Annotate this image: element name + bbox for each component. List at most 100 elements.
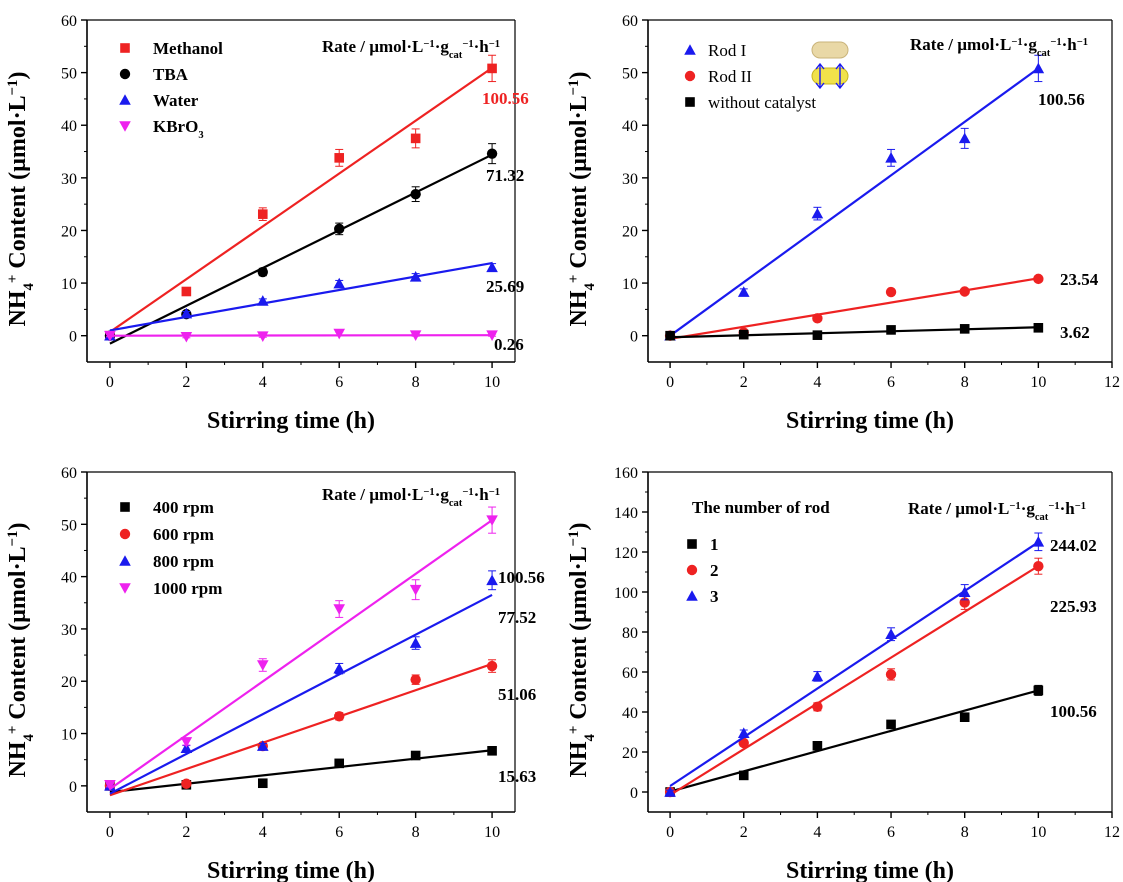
data-point xyxy=(486,330,498,341)
legend-marker xyxy=(119,528,131,540)
data-point xyxy=(333,277,346,289)
y-tick-label: 20 xyxy=(61,223,77,240)
data-point xyxy=(256,740,269,751)
fit-line xyxy=(669,541,1039,787)
x-tick-label: 4 xyxy=(813,374,821,391)
legend-marker xyxy=(685,97,695,107)
data-point xyxy=(180,307,193,319)
data-point xyxy=(334,758,345,769)
data-point xyxy=(885,628,897,639)
data-point xyxy=(333,328,346,340)
data-point xyxy=(487,746,497,756)
data-point xyxy=(334,153,345,163)
data-point xyxy=(334,711,345,722)
data-point xyxy=(1033,561,1044,572)
legend-label: 1000 rpm xyxy=(153,579,222,598)
data-point xyxy=(104,330,116,342)
y-tick-label: 60 xyxy=(61,465,77,482)
y-tick-label: 160 xyxy=(614,465,638,482)
data-point xyxy=(333,604,346,615)
fit-line xyxy=(669,67,1039,337)
legend-label: 1 xyxy=(710,535,719,554)
data-point xyxy=(885,152,897,163)
x-tick-label: 10 xyxy=(484,824,500,841)
legend-title: The number of rod xyxy=(692,498,830,517)
series-2: 225.93 xyxy=(664,557,1097,798)
x-tick-label: 10 xyxy=(484,374,500,391)
x-tick-label: 0 xyxy=(666,824,674,841)
x-tick-label: 2 xyxy=(182,374,190,391)
fit-line xyxy=(109,334,493,337)
x-tick-label: 6 xyxy=(335,824,343,841)
data-point xyxy=(665,330,675,341)
x-tick-label: 4 xyxy=(259,824,267,841)
y-tick-label: 0 xyxy=(630,329,638,346)
rate-label: Rate / µmol·L−1·gcat−1·h−1 xyxy=(908,499,1086,523)
data-point xyxy=(811,670,824,682)
x-axis-label: Stirring time (h) xyxy=(786,858,954,882)
series-water: 25.69 xyxy=(104,261,524,341)
rod-ii-icon xyxy=(811,67,849,85)
rod-i-icon xyxy=(811,41,849,59)
legend: The number of rod 1 2 3 xyxy=(686,498,830,606)
legend-label: TBA xyxy=(153,65,189,84)
series-tba: 71.32 xyxy=(104,143,524,345)
x-tick-label: 8 xyxy=(412,374,420,391)
data-point xyxy=(737,286,750,297)
x-tick-label: 0 xyxy=(106,824,114,841)
arrow-icon xyxy=(835,62,845,90)
data-point xyxy=(409,330,422,341)
y-tick-label: 0 xyxy=(69,329,77,346)
fit-line xyxy=(109,662,493,797)
rate-value-label: 3.62 xyxy=(1060,323,1090,342)
series-400-rpm: 15.63 xyxy=(105,746,536,794)
y-tick-label: 30 xyxy=(61,622,77,639)
series-800-rpm: 77.52 xyxy=(104,570,536,795)
y-tick-label: 40 xyxy=(61,118,77,135)
data-point xyxy=(812,741,823,751)
y-tick-label: 40 xyxy=(61,570,77,587)
data-point xyxy=(409,270,422,282)
legend-marker xyxy=(686,564,698,576)
data-point xyxy=(333,662,346,674)
y-tick-label: 30 xyxy=(622,171,638,188)
x-tick-label: 8 xyxy=(412,824,420,841)
fit-line xyxy=(670,326,1039,339)
data-point xyxy=(181,286,192,297)
x-tick-label: 12 xyxy=(1104,824,1120,841)
series-1000-rpm: 100.56 xyxy=(104,506,545,791)
data-point xyxy=(104,780,116,791)
rate-value-label: 244.02 xyxy=(1050,536,1097,555)
data-point xyxy=(486,660,498,672)
x-tick-label: 12 xyxy=(1104,374,1120,391)
legend-label: 2 xyxy=(710,561,719,580)
x-tick-label: 6 xyxy=(887,824,895,841)
y-tick-label: 10 xyxy=(622,276,638,293)
y-tick-label: 40 xyxy=(622,705,638,722)
legend-label: KBrO3 xyxy=(153,117,204,141)
y-tick-label: 10 xyxy=(61,727,77,744)
x-tick-label: 2 xyxy=(740,374,748,391)
legend-marker xyxy=(684,44,696,55)
x-tick-label: 6 xyxy=(335,374,343,391)
x-tick-label: 6 xyxy=(887,374,895,391)
legend: 400 rpm 600 rpm 800 rpm 1000 rpm xyxy=(119,498,222,598)
rate-value-label: 25.69 xyxy=(486,277,524,296)
rate-value-label: 15.63 xyxy=(498,767,536,786)
y-tick-label: 80 xyxy=(622,625,638,642)
legend-label: Rod I xyxy=(708,41,747,60)
legend-label: Rod II xyxy=(708,67,752,86)
y-tick-label: 20 xyxy=(622,223,638,240)
data-point xyxy=(1033,323,1044,333)
data-point xyxy=(410,133,421,144)
data-point xyxy=(486,261,498,273)
fit-line xyxy=(669,689,1039,793)
legend-label: 800 rpm xyxy=(153,552,214,571)
data-point xyxy=(486,574,498,586)
y-axis-label: NH4+ Content (µmol·L−1) xyxy=(5,523,37,778)
data-point xyxy=(334,223,345,235)
x-tick-label: 4 xyxy=(259,374,267,391)
x-axis-label: Stirring time (h) xyxy=(786,408,954,434)
legend-marker xyxy=(119,555,131,566)
data-point xyxy=(812,701,823,712)
